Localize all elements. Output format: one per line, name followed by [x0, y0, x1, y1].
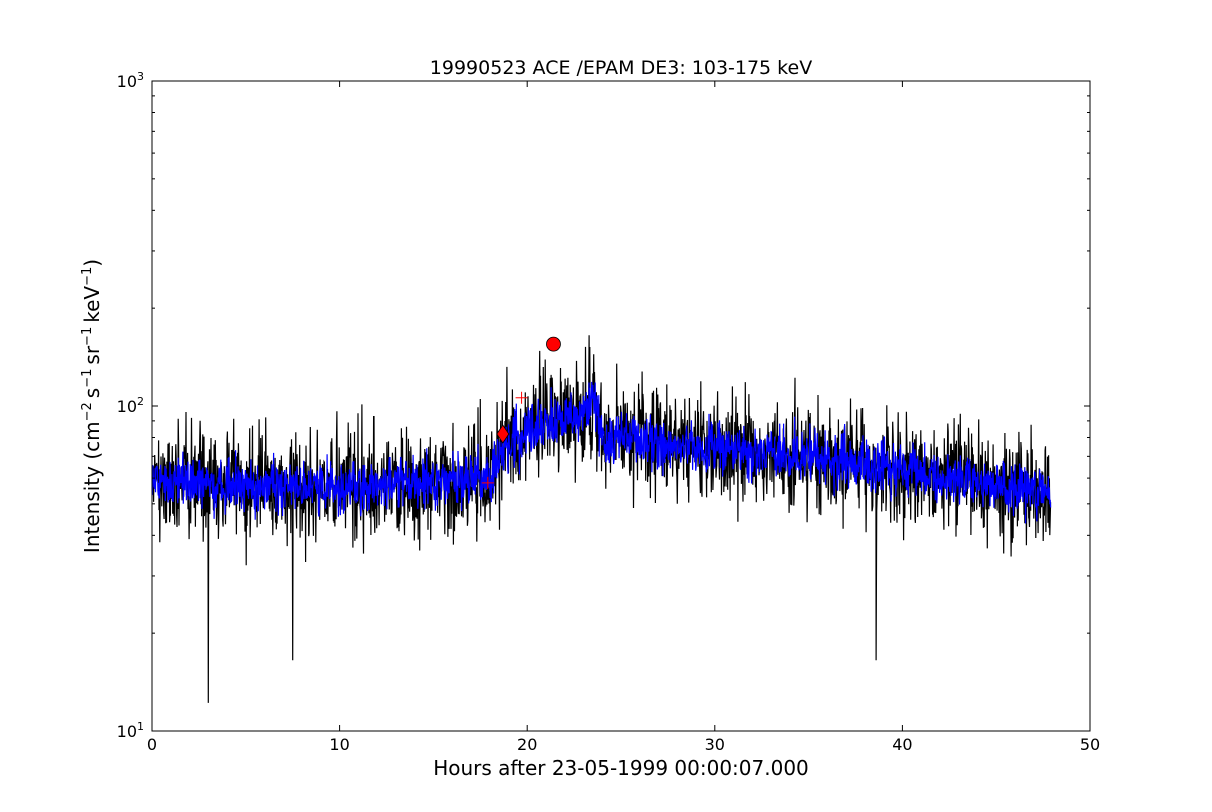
y-label-text: ) — [80, 259, 104, 267]
x-axis-label: Hours after 23-05-1999 00:00:07.000 — [433, 756, 809, 780]
marker-diamond — [496, 424, 510, 444]
marker-circle — [546, 336, 561, 352]
y-tick-label-base: 10 — [117, 722, 137, 741]
series-line-smoothed — [152, 381, 1052, 524]
y-label-text: sr — [80, 345, 104, 368]
y-tick-label-exp: 1 — [137, 720, 144, 733]
x-tick-label: 20 — [517, 735, 537, 754]
y-label-text: Intensity (cm — [80, 421, 104, 553]
plot-frame — [151, 80, 1091, 732]
x-tick-label: 0 — [147, 735, 157, 754]
y-label-superscript: −1 — [80, 369, 95, 388]
y-tick-label: 101 — [117, 720, 144, 741]
x-tick-label: 50 — [1080, 735, 1100, 754]
y-label-superscript: −1 — [80, 327, 95, 346]
y-axis-label: Intensity (cm−2 s−1 sr−1 keV−1) — [80, 259, 104, 553]
y-label-text: keV — [80, 286, 104, 327]
y-label-superscript: −2 — [80, 402, 95, 421]
marker-plus-0 — [481, 476, 494, 489]
y-tick-label-base: 10 — [117, 72, 137, 91]
plot-clipped-group — [152, 335, 1052, 703]
y-label-text: s — [80, 388, 104, 402]
y-tick-label-exp: 2 — [137, 395, 144, 408]
chart-title: 19990523 ACE /EPAM DE3: 103-175 keV — [430, 57, 812, 79]
y-tick-label-exp: 3 — [137, 70, 144, 83]
y-tick-label-base: 10 — [117, 397, 137, 416]
x-tick-label: 10 — [329, 735, 349, 754]
marker-plus-1 — [515, 391, 528, 404]
y-label-superscript: −1 — [80, 267, 95, 286]
y-tick-label: 102 — [117, 395, 144, 416]
y-tick-label: 103 — [117, 70, 144, 91]
x-tick-label: 30 — [705, 735, 725, 754]
plot-area — [152, 335, 1052, 703]
x-tick-label: 40 — [892, 735, 912, 754]
